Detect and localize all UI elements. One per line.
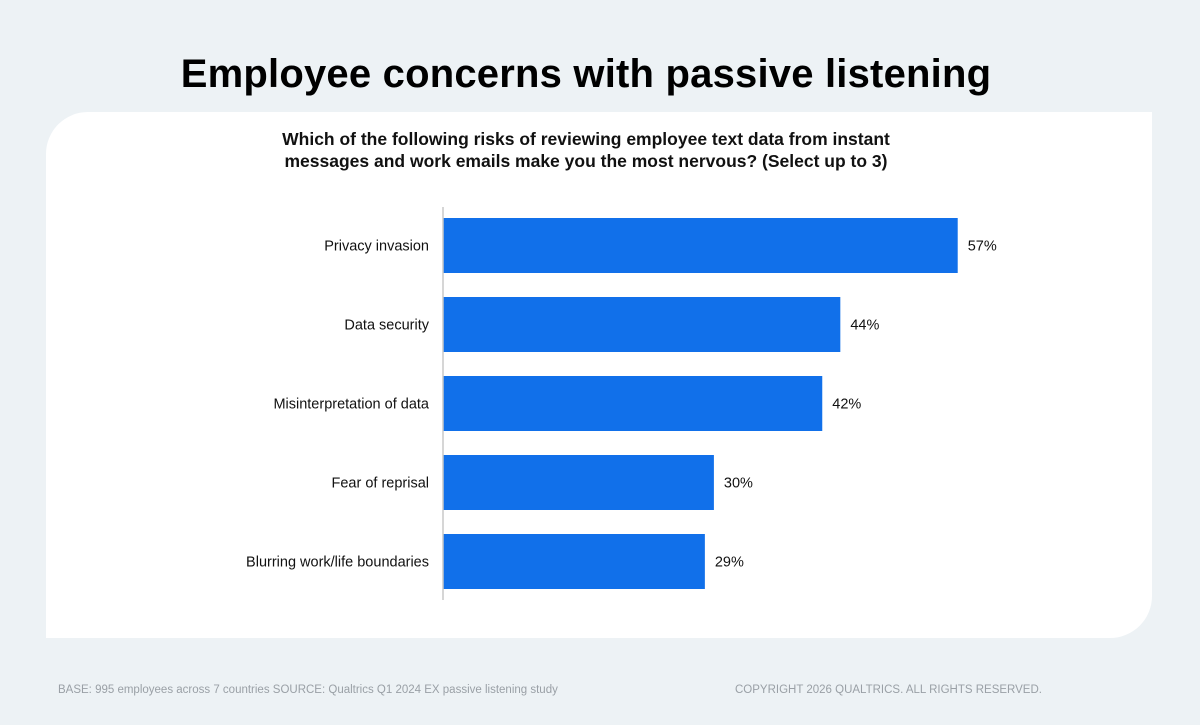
data-label: 42%: [832, 397, 861, 413]
bar: [443, 455, 714, 510]
bar: [443, 534, 705, 589]
bar: [443, 376, 823, 431]
data-label: 30%: [724, 476, 753, 492]
footer-copyright: COPYRIGHT 2026 QUALTRICS. ALL RIGHTS RES…: [735, 684, 1042, 696]
category-label: Fear of reprisal: [331, 476, 429, 492]
footer-source: BASE: 995 employees across 7 countries S…: [58, 684, 558, 696]
bar: [443, 297, 841, 352]
category-label: Blurring work/life boundaries: [246, 555, 429, 571]
page-title: Employee concerns with passive listening: [180, 52, 992, 96]
data-label: 44%: [850, 318, 879, 334]
category-label: Privacy invasion: [324, 239, 429, 255]
chart-subtitle: Which of the following risks of reviewin…: [0, 128, 1172, 172]
category-label: Misinterpretation of data: [273, 397, 429, 413]
subtitle-text: Which of the following risks of reviewin…: [282, 129, 890, 171]
data-label: 29%: [715, 555, 744, 571]
data-label: 57%: [968, 239, 997, 255]
category-label: Data security: [344, 318, 429, 334]
bar: [443, 218, 958, 273]
